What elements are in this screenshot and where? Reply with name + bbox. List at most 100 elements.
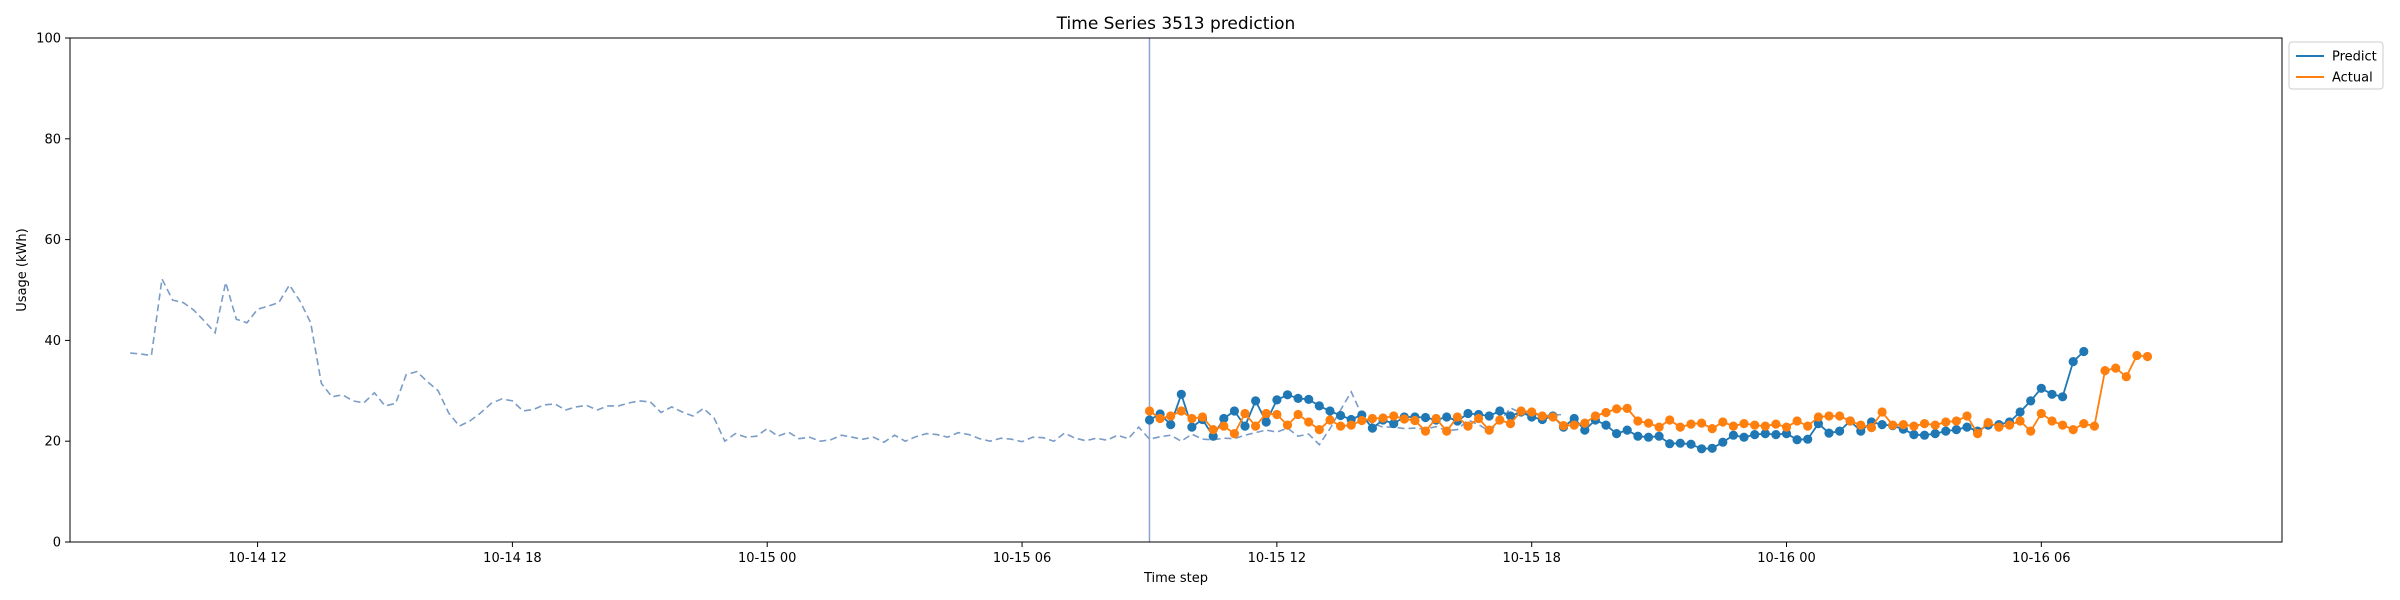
actual-point xyxy=(1622,403,1632,413)
legend: Predict Actual xyxy=(2288,41,2384,90)
predict-point xyxy=(2015,407,2025,417)
predict-point xyxy=(2068,357,2078,367)
actual-point xyxy=(1590,411,1600,421)
predict-point xyxy=(1495,406,1505,416)
actual-point xyxy=(1410,415,1420,426)
predict-point xyxy=(1654,431,1664,441)
actual-point xyxy=(1304,417,1314,427)
actual-point xyxy=(1973,429,1983,439)
actual-point xyxy=(1399,414,1409,424)
actual-point xyxy=(1845,416,1855,426)
y-axis: 0 20 40 60 80 100 xyxy=(36,32,70,551)
predict-point xyxy=(1261,417,1271,427)
actual-point xyxy=(1877,407,1887,417)
actual-point xyxy=(1813,412,1823,422)
actual-point xyxy=(1251,421,1261,431)
actual-point xyxy=(1495,415,1505,425)
predict-point xyxy=(1442,412,1452,422)
actual-point xyxy=(1187,413,1197,424)
actual-point xyxy=(1697,418,1707,428)
actual-point xyxy=(1336,421,1346,431)
predict-point xyxy=(1707,443,1717,453)
predict-point xyxy=(1229,406,1239,416)
predict-point xyxy=(1166,420,1176,430)
y-tick-label: 80 xyxy=(44,132,61,147)
actual-point xyxy=(1516,406,1526,416)
legend-label-actual: Actual xyxy=(2332,71,2373,86)
actual-point xyxy=(1378,413,1388,423)
actual-point xyxy=(1728,421,1738,431)
actual-point xyxy=(1792,416,1802,426)
predict-point xyxy=(1420,412,1431,423)
actual-point xyxy=(1484,425,1494,435)
actual-point xyxy=(1325,415,1335,425)
predict-point xyxy=(1569,413,1579,424)
predict-point xyxy=(1484,411,1494,421)
actual-point xyxy=(1558,421,1569,431)
predict-point xyxy=(1813,419,1823,429)
actual-point xyxy=(1866,423,1877,433)
actual-point xyxy=(1898,420,1908,430)
y-tick-label: 40 xyxy=(44,334,61,349)
actual-point xyxy=(1739,419,1749,429)
predict-point xyxy=(1336,410,1346,421)
predict-point xyxy=(1675,438,1685,448)
actual-point xyxy=(1856,420,1866,430)
chart-title: Time Series 3513 prediction xyxy=(1056,14,1296,34)
actual-point xyxy=(1686,419,1696,429)
predict-point xyxy=(1760,429,1770,439)
predict-point xyxy=(2036,383,2046,393)
actual-point xyxy=(2058,420,2068,430)
predict-point xyxy=(1792,435,1802,445)
actual-point xyxy=(1601,407,1611,418)
actual-point xyxy=(1389,411,1399,421)
predict-point xyxy=(1633,431,1643,441)
actual-point xyxy=(1760,421,1770,431)
predict-point xyxy=(1208,431,1218,441)
predict-point xyxy=(1824,428,1834,438)
actual-point xyxy=(1781,422,1792,432)
actual-point xyxy=(1718,417,1728,427)
actual-point xyxy=(1994,422,2004,432)
actual-point xyxy=(1941,417,1951,427)
actual-point xyxy=(1208,425,1218,435)
actual-point xyxy=(1314,425,1324,435)
actual-point xyxy=(2079,419,2089,429)
actual-point xyxy=(1357,415,1367,426)
actual-point xyxy=(1580,418,1590,428)
actual-point xyxy=(1707,424,1717,434)
x-axis-label: Time step xyxy=(1143,571,1208,586)
actual-point xyxy=(2121,372,2131,382)
plot-frame xyxy=(69,37,2283,543)
predict-point xyxy=(1622,425,1632,435)
predict-point xyxy=(1282,390,1293,400)
predict-point xyxy=(1325,406,1335,416)
predict-point xyxy=(1750,430,1760,440)
x-tick-label: 10-15 06 xyxy=(993,551,1051,566)
predict-point xyxy=(1251,396,1261,406)
predict-point xyxy=(1941,426,1951,436)
actual-point xyxy=(1155,413,1165,424)
actual-point xyxy=(2100,366,2110,376)
actual-point xyxy=(2132,350,2142,361)
x-tick-label: 10-14 12 xyxy=(228,551,286,566)
actual-point xyxy=(1505,419,1516,429)
actual-point xyxy=(1442,426,1452,436)
legend-label-predict: Predict xyxy=(2332,50,2377,65)
actual-point xyxy=(2068,425,2078,435)
actual-point xyxy=(2015,416,2025,426)
predict-point xyxy=(1835,426,1845,436)
actual-point xyxy=(1962,411,1972,421)
actual-point xyxy=(1951,416,1961,426)
predict-point xyxy=(1739,432,1749,442)
actual-point xyxy=(1930,420,1940,430)
x-tick-label: 10-15 00 xyxy=(738,551,796,566)
predict-point xyxy=(1187,422,1197,432)
predict-point xyxy=(1718,437,1728,447)
actual-point xyxy=(1909,421,1919,431)
x-tick-label: 10-14 18 xyxy=(483,551,541,566)
actual-point xyxy=(2004,420,2015,430)
predict-point xyxy=(1314,401,1324,411)
actual-point xyxy=(1750,420,1760,430)
actual-point xyxy=(2026,426,2036,436)
